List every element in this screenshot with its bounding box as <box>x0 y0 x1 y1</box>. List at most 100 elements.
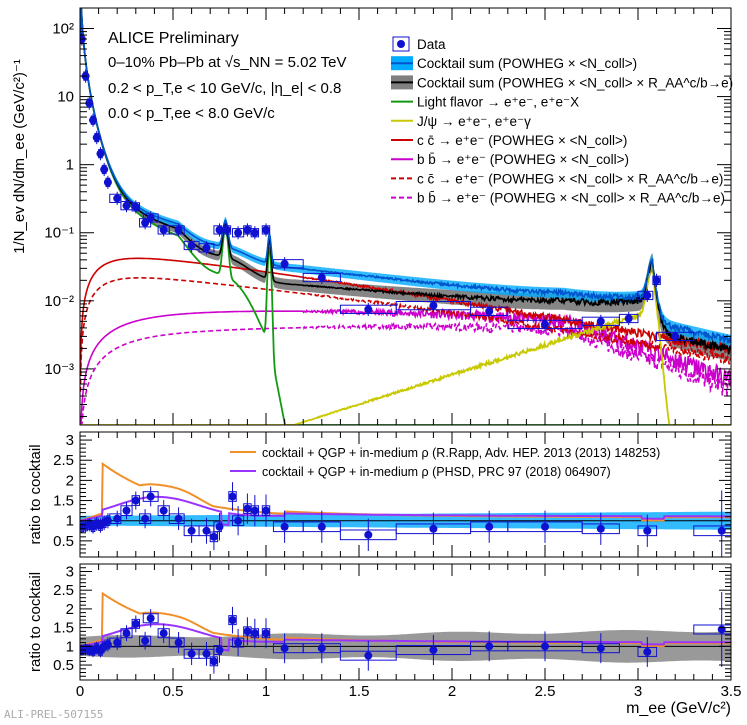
ratio-y-tick-label: 1 <box>66 513 74 530</box>
panel-frame-3 <box>79 563 732 681</box>
data-point <box>89 116 98 125</box>
ratio-data-point <box>146 492 155 501</box>
ratio-y-tick-label: 3 <box>66 432 74 449</box>
ratio-data-point <box>250 629 259 638</box>
ratio-data-point <box>113 638 122 647</box>
ratio-data-point <box>131 619 140 628</box>
data-point <box>187 241 196 250</box>
panel-frame-1 <box>79 7 732 426</box>
legend-text: b b̄ → e⁺e⁻ (POWHEG × <N_coll> × R_AA^c/… <box>417 191 725 206</box>
y-tick-label: 10² <box>52 20 74 37</box>
phsd-model-curve <box>80 495 731 527</box>
data-point <box>174 225 183 234</box>
ratio-data-point <box>485 642 494 651</box>
middle-panel-content <box>80 461 731 557</box>
legend-text: Data <box>417 37 446 52</box>
legend-entry-rapp: cocktail + QGP + in-medium ρ (R.Rapp, Ad… <box>230 446 660 460</box>
bottom-panel-content <box>80 591 731 674</box>
ratio-syst-box <box>168 637 185 648</box>
legend-text: J/ψ → e⁺e⁻, e⁺e⁻γ <box>417 114 531 129</box>
info-line-1: ALICE Preliminary <box>108 30 239 47</box>
legend-entry-bb_raa: b b̄ → e⁺e⁻ (POWHEG × <N_coll> × R_AA^c/… <box>391 191 725 206</box>
ratio-data-point <box>113 514 122 523</box>
legend-text: cocktail + QGP + in-medium ρ (PHSD, PRC … <box>262 465 611 479</box>
ratio-data-point <box>141 514 150 523</box>
ratio-y-tick-label: 1.5 <box>53 620 74 637</box>
top-panel-content <box>80 8 731 425</box>
data-point <box>202 243 211 252</box>
data-point <box>85 99 94 108</box>
legend-entry-phsd: cocktail + QGP + in-medium ρ (PHSD, PRC … <box>230 465 611 479</box>
data-point <box>485 307 494 316</box>
cocktail-sum-line <box>80 8 731 344</box>
data-point <box>541 320 549 329</box>
legend-swatch-marker <box>397 40 405 48</box>
data-point <box>113 194 122 203</box>
y-axis-label-top: 1/N_ev dN/dm_ee (GeV/c²)⁻¹ <box>11 59 28 254</box>
ratio-data-point <box>174 638 183 647</box>
panel-frame-2 <box>79 431 732 558</box>
data-point <box>222 225 231 234</box>
top-legend: Data Cocktail sum (POWHEG × <N_coll>) Cock… <box>391 36 733 206</box>
cc-raa-curve <box>80 277 731 392</box>
x-axis-label: m_ee (GeV/c²) <box>626 700 731 717</box>
ratio-y-tick-label: 2 <box>66 472 74 489</box>
ratio-data-point <box>541 522 549 531</box>
info-line-4: 0.0 < p_T,ee < 8.0 GeV/c <box>108 105 275 122</box>
data-point <box>317 273 326 282</box>
data-point <box>250 228 259 237</box>
ratio-data-point <box>122 506 131 515</box>
cocktail-sum-band <box>80 8 731 348</box>
legend-entry-bb: b b̄ → e⁺e⁻ (POWHEG × <N_coll>) <box>391 152 629 167</box>
legend-entry-jpsi: J/ψ → e⁺e⁻, e⁺e⁻γ <box>391 114 531 129</box>
ratio-data-point <box>262 629 270 638</box>
data-point <box>643 291 652 300</box>
x-tick-label: 1.5 <box>349 683 370 700</box>
data-point <box>96 149 105 158</box>
data-point <box>234 228 243 237</box>
preliminary-tag: ALI-PREL-507155 <box>4 708 104 721</box>
info-line-2: 0–10% Pb–Pb at √s_NN = 5.02 TeV <box>108 54 347 71</box>
ratio-data-point <box>643 526 652 535</box>
data-point <box>652 276 661 285</box>
ratio-data-point <box>541 642 549 651</box>
ratio-data-point <box>159 629 168 638</box>
ratio-data-point <box>250 506 259 515</box>
ratio-data-point <box>131 496 140 505</box>
data-point <box>92 133 101 142</box>
data-point <box>624 314 633 323</box>
data-point <box>103 178 112 187</box>
legend-text: Light flavor → e⁺e⁻, e⁺e⁻X <box>417 95 579 110</box>
data-point <box>146 213 155 222</box>
ratio-data-point <box>717 526 726 535</box>
ratio-y-tick-label: 2.5 <box>53 452 74 469</box>
ratio-data-point <box>596 524 605 533</box>
ratio-data-point <box>429 524 438 533</box>
x-tick-label: 2 <box>448 683 456 700</box>
ratio-y-tick-label: 1.5 <box>53 493 74 510</box>
ratio-data-point <box>202 649 211 658</box>
phsd-model-curve <box>80 623 731 652</box>
data-point <box>671 332 680 341</box>
y-tick-label: 10⁻³ <box>44 361 74 378</box>
ratio-data-point <box>187 649 196 658</box>
ratio-y-tick-label: 3 <box>66 563 74 580</box>
ratio-data-point <box>485 522 494 531</box>
legend-swatch-box <box>392 36 410 52</box>
y-tick-label: 1 <box>66 157 74 174</box>
legend-text: c c̄ → e⁺e⁻ (POWHEG × <N_coll> × R_AA^c/… <box>417 171 723 186</box>
ratio-y-axis-label: ratio to cocktail <box>27 444 44 544</box>
legend-entry-cocktail_raa: Cocktail sum (POWHEG × <N_coll> × R_AA^c… <box>391 75 733 90</box>
ratio-data-point <box>141 636 150 645</box>
ratio-legend: cocktail + QGP + in-medium ρ (R.Rapp, Ad… <box>230 446 660 479</box>
data-point <box>100 165 109 174</box>
ratio-data-point <box>228 616 237 625</box>
ratio-data-point <box>643 647 652 656</box>
data-syst-box <box>272 259 304 269</box>
y-tick-label: 10⁻² <box>44 293 74 310</box>
ratio-data-point <box>243 504 252 513</box>
legend-entry-lf: Light flavor → e⁺e⁻, e⁺e⁻X <box>391 95 579 110</box>
ratio-y-tick-label: 2.5 <box>53 582 74 599</box>
ratio-y-axis-label: ratio to cocktail <box>27 572 44 672</box>
